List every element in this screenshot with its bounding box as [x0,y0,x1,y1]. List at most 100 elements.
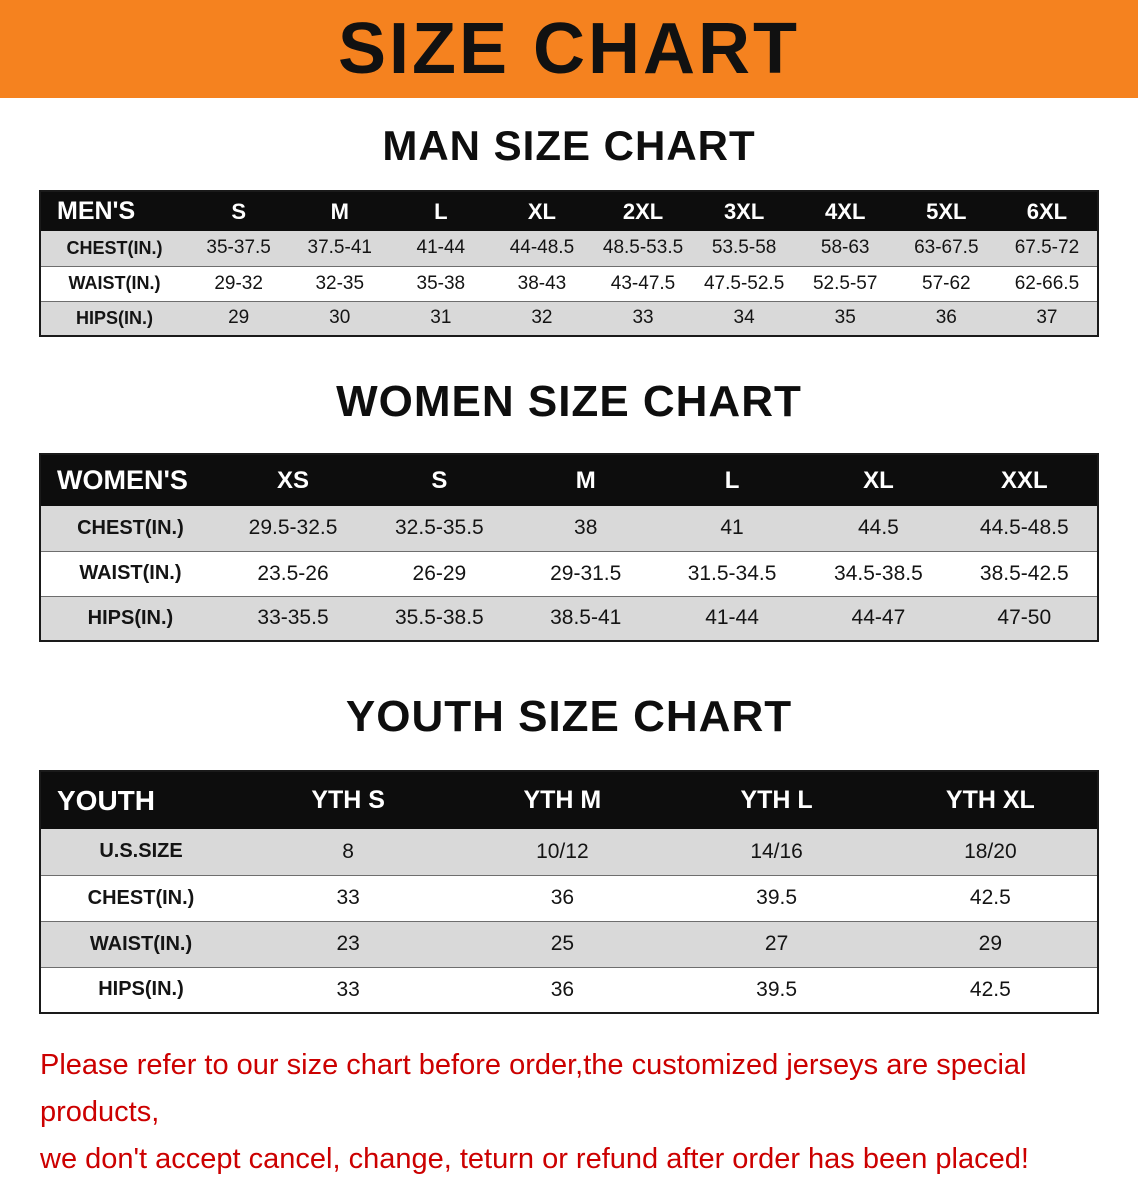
size-chart-content: MAN SIZE CHART MEN'S S M L XL 2XL 3XL 4XL 5XL 6XL… [0,122,1138,1183]
row-label-cell: WAIST(IN.) [79,562,182,584]
men-size-section: MAN SIZE CHART MEN'S S M L XL 2XL 3XL 4XL 5XL 6XL… [0,122,1138,337]
measurement-value-cell: 37 [1036,307,1058,329]
measurement-value-cell: 35 [834,307,856,329]
measurement-value-cell: 34 [733,307,755,329]
row-label-cell: WAIST(IN.) [89,932,193,955]
size-header-cell: YTH XL [883,771,1098,829]
size-header-cell: XS [219,454,367,506]
size-header-cell: YTH M [455,771,670,829]
measurement-value-cell: 37.5-41 [307,237,372,259]
measurement-value-cell: 31.5-34.5 [687,561,777,585]
measurement-value-cell: 62-66.5 [1014,272,1080,294]
measurement-row: U.S.SIZE 8 10/12 14/16 18/20 [40,829,1098,875]
measurement-value-cell: 29.5-32.5 [248,516,338,540]
size-header-cell: M [289,191,391,231]
measurement-value-cell: 29 [228,307,250,329]
measurement-value-cell: 47-50 [997,606,1052,630]
measurement-row: CHEST(IN.) 29.5-32.5 32.5-35.5 38 41 44.5 44.5… [40,506,1098,551]
disclaimer-line-2: we don't accept cancel, change, teturn o… [40,1142,1029,1175]
size-header-cell: 2XL [592,191,694,231]
row-label-cell: CHEST(IN.) [87,886,195,909]
measurement-value-cell: 32.5-35.5 [395,516,484,540]
measurement-value-cell: 32 [531,307,553,329]
row-label-cell: WAIST(IN.) [68,273,161,293]
measurement-value-cell: 53.5-58 [711,237,777,259]
measurement-value-cell: 32-35 [315,272,365,294]
measurement-value-cell: 33 [632,307,654,329]
youth-size-table: YOUTH YTH S YTH M YTH L YTH XL U.S.SIZE 8 10/12… [39,770,1099,1014]
measurement-row: HIPS(IN.) 33 36 39.5 42.5 [40,967,1098,1013]
measurement-value-cell: 38 [574,516,598,540]
banner: SIZE CHART [0,0,1138,98]
men-section-heading: MAN SIZE CHART [382,122,756,169]
measurement-value-cell: 43-47.5 [610,272,676,294]
measurement-value-cell: 57-62 [922,272,971,294]
measurement-value-cell: 35-37.5 [206,237,271,259]
row-label-cell: HIPS(IN.) [87,606,174,629]
row-label-cell: CHEST(IN.) [77,516,184,539]
size-header-row: YOUTH YTH S YTH M YTH L YTH XL [40,771,1098,829]
measurement-value-cell: 35.5-38.5 [395,606,484,630]
measurement-value-cell: 25 [550,932,575,955]
disclaimer-text: Please refer to our size chart before or… [40,1042,1100,1183]
measurement-row: WAIST(IN.) 23 25 27 29 [40,921,1098,967]
measurement-value-cell: 33 [336,977,360,1001]
measurement-row: HIPS(IN.) 33-35.5 35.5-38.5 38.5-41 41-44 44-… [40,596,1098,641]
measurement-value-cell: 29 [978,932,1003,955]
women-section-heading: WOMEN SIZE CHART [336,377,802,426]
measurement-value-cell: 63-67.5 [914,237,979,259]
measurement-value-cell: 26-29 [412,561,467,585]
measurement-value-cell: 29-31.5 [550,561,622,585]
page-title: SIZE CHART [338,9,800,89]
size-header-cell: 5XL [895,191,997,231]
measurement-value-cell: 18/20 [964,839,1017,863]
row-label-cell: HIPS(IN.) [98,978,184,1001]
measurement-value-cell: 44-47 [851,606,906,630]
youth-size-section: YOUTH SIZE CHART YOUTH YTH S YTH M YTH L YTH… [0,692,1138,1014]
measurement-value-cell: 34.5-38.5 [834,561,923,585]
measurement-value-cell: 33-35.5 [257,606,329,630]
women-size-table: WOMEN'S XS S M L XL XXL CHEST(IN.) 29.5-32.5 32.5… [39,453,1099,642]
measurement-row: HIPS(IN.) 29 30 31 32 33 34 35 36 37 [40,301,1098,336]
measurement-value-cell: 44.5 [857,516,899,540]
size-header-row: WOMEN'S XS S M L XL XXL [40,454,1098,506]
measurement-value-cell: 8 [342,839,354,863]
measurement-value-cell: 42.5 [969,886,1011,909]
measurement-value-cell: 14/16 [750,839,803,863]
measurement-value-cell: 36 [550,977,575,1001]
size-header-cell: S [188,191,290,231]
measurement-value-cell: 39.5 [756,886,798,909]
measurement-value-cell: 41 [720,516,744,540]
size-header-cell: L [658,454,806,506]
youth-section-heading: YOUTH SIZE CHART [345,692,793,741]
table-title-cell: MEN'S [40,191,189,231]
measurement-value-cell: 38.5-42.5 [979,561,1069,585]
size-header-cell: YTH S [241,771,456,829]
row-label-cell: U.S.SIZE [99,840,183,863]
measurement-value-cell: 10/12 [536,839,589,863]
women-size-section: WOMEN SIZE CHART WOMEN'S XS S M L XL XXL CHEST(… [0,377,1138,642]
size-header-cell: 3XL [693,191,795,231]
table-title-cell: YOUTH [40,771,242,829]
measurement-value-cell: 58-63 [820,237,870,259]
measurement-value-cell: 41-44 [416,237,466,259]
measurement-value-cell: 67.5-72 [1014,237,1080,259]
row-label-cell: HIPS(IN.) [76,307,154,328]
men-size-table: MEN'S S M L XL 2XL 3XL 4XL 5XL 6XL CHEST(IN.) 35-37… [39,190,1099,337]
measurement-value-cell: 30 [329,307,351,329]
size-header-cell: XL [805,454,952,506]
measurement-row: CHEST(IN.) 35-37.5 37.5-41 41-44 44-48.5 48.5… [40,231,1098,266]
measurement-value-cell: 36 [935,307,957,329]
measurement-value-cell: 52.5-57 [812,272,878,294]
measurement-value-cell: 35-38 [416,272,466,294]
measurement-value-cell: 36 [550,886,575,909]
measurement-row: WAIST(IN.) 29-32 32-35 35-38 38-43 43-47.5 47.… [40,266,1098,301]
measurement-value-cell: 27 [764,932,789,955]
row-label-cell: CHEST(IN.) [66,237,163,258]
measurement-value-cell: 47.5-52.5 [703,272,785,294]
size-header-cell: M [512,454,659,506]
measurement-value-cell: 33 [336,886,360,909]
measurement-value-cell: 23.5-26 [257,561,329,585]
size-header-row: MEN'S S M L XL 2XL 3XL 4XL 5XL 6XL [40,191,1098,231]
measurement-value-cell: 29-32 [214,272,263,294]
